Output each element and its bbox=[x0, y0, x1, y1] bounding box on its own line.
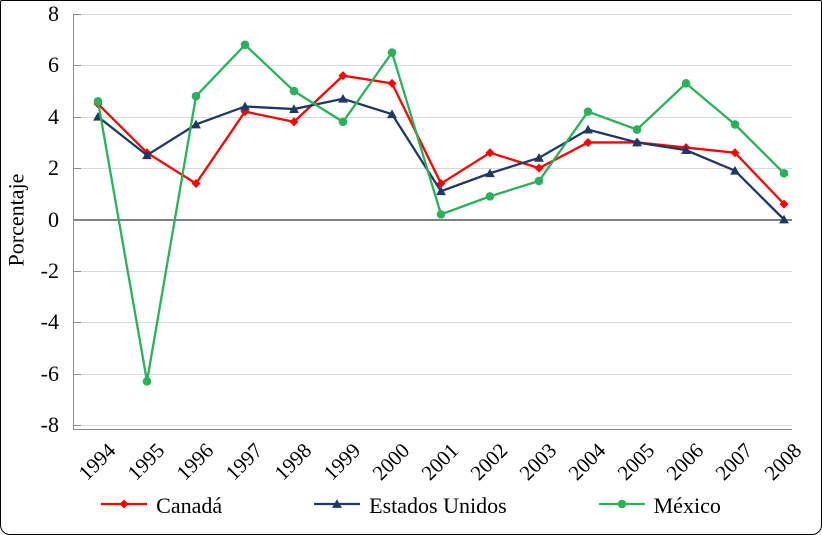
triangle-marker bbox=[681, 145, 691, 155]
y-tick-mark bbox=[73, 270, 81, 272]
diamond-marker bbox=[534, 163, 544, 173]
circle-marker bbox=[779, 168, 789, 178]
circle-marker bbox=[387, 48, 397, 57]
triangle-marker bbox=[779, 214, 789, 224]
y-tick-label: -2 bbox=[40, 257, 59, 283]
y-tick-mark bbox=[73, 219, 81, 221]
circle-marker bbox=[240, 40, 250, 50]
y-tick-label: 2 bbox=[48, 155, 59, 181]
triangle-marker bbox=[730, 165, 740, 175]
y-tick-mark bbox=[73, 14, 81, 15]
circle-marker bbox=[485, 192, 495, 201]
triangle-marker bbox=[632, 137, 642, 147]
zero-axis-line bbox=[73, 218, 792, 221]
triangle-marker bbox=[583, 124, 593, 134]
y-tick-mark bbox=[73, 373, 81, 375]
gridline bbox=[73, 373, 792, 375]
y-axis-line bbox=[73, 14, 74, 429]
legend-item-canada: Canadá bbox=[101, 493, 222, 519]
diamond-marker bbox=[289, 117, 299, 127]
mexico-line-marker-icon bbox=[598, 496, 645, 517]
circle-marker bbox=[681, 79, 691, 88]
circle-marker bbox=[191, 91, 201, 101]
gridline bbox=[73, 425, 792, 426]
circle-marker bbox=[436, 210, 446, 219]
legend-item-mexico: México bbox=[598, 493, 721, 519]
gridline bbox=[73, 322, 792, 324]
triangle-marker bbox=[485, 168, 495, 178]
diamond-marker bbox=[485, 148, 495, 158]
triangle-marker bbox=[534, 153, 544, 162]
circle-marker bbox=[338, 117, 348, 127]
legend-label-canada: Canadá bbox=[156, 493, 223, 518]
circle-marker bbox=[583, 107, 593, 116]
diamond-marker bbox=[191, 179, 201, 189]
circle-marker bbox=[289, 86, 299, 96]
diamond-marker bbox=[387, 78, 397, 88]
y-tick-label: -4 bbox=[40, 309, 59, 335]
triangle-marker bbox=[191, 119, 201, 129]
y-tick-label: -8 bbox=[40, 412, 59, 437]
y-tick-mark bbox=[73, 65, 81, 67]
diamond-marker bbox=[338, 71, 348, 81]
canada-line-marker-icon bbox=[101, 496, 148, 517]
y-tick-label: 4 bbox=[48, 103, 59, 129]
gridline bbox=[73, 14, 792, 15]
legend-label-mexico: México bbox=[653, 493, 721, 518]
diamond-marker bbox=[779, 199, 789, 209]
series-line-estados-unidos bbox=[97, 97, 785, 221]
y-tick-label: 0 bbox=[48, 206, 59, 232]
y-tick-mark bbox=[73, 322, 81, 324]
triangle-marker bbox=[387, 109, 397, 119]
legend-item-estados-unidos: Estados Unidos bbox=[314, 493, 507, 519]
triangle-marker bbox=[142, 150, 152, 160]
diamond-marker bbox=[730, 148, 740, 158]
gridline bbox=[73, 270, 792, 272]
y-tick-mark bbox=[73, 425, 81, 426]
circle-marker bbox=[534, 176, 544, 186]
circle-marker bbox=[93, 97, 103, 106]
triangle-marker bbox=[240, 101, 250, 111]
legend: Canadá Estados Unidos México bbox=[1, 493, 821, 519]
circle-marker bbox=[730, 120, 740, 129]
triangle-marker bbox=[289, 104, 299, 113]
y-tick-label: 6 bbox=[48, 52, 59, 78]
triangle-marker bbox=[338, 93, 348, 103]
gridline bbox=[73, 65, 792, 67]
y-tick-mark bbox=[73, 168, 81, 170]
y-tick-label: 8 bbox=[48, 1, 59, 26]
estados-unidos-line-marker-icon bbox=[314, 496, 361, 517]
y-tick-mark bbox=[73, 116, 81, 118]
circle-marker bbox=[632, 125, 642, 134]
diamond-marker bbox=[583, 137, 593, 147]
y-tick-label: -6 bbox=[40, 360, 59, 386]
circle-marker bbox=[142, 377, 152, 386]
legend-label-estados-unidos: Estados Unidos bbox=[369, 493, 507, 518]
triangle-marker bbox=[436, 186, 446, 196]
x-axis-line bbox=[73, 429, 792, 430]
gridline bbox=[73, 116, 792, 118]
